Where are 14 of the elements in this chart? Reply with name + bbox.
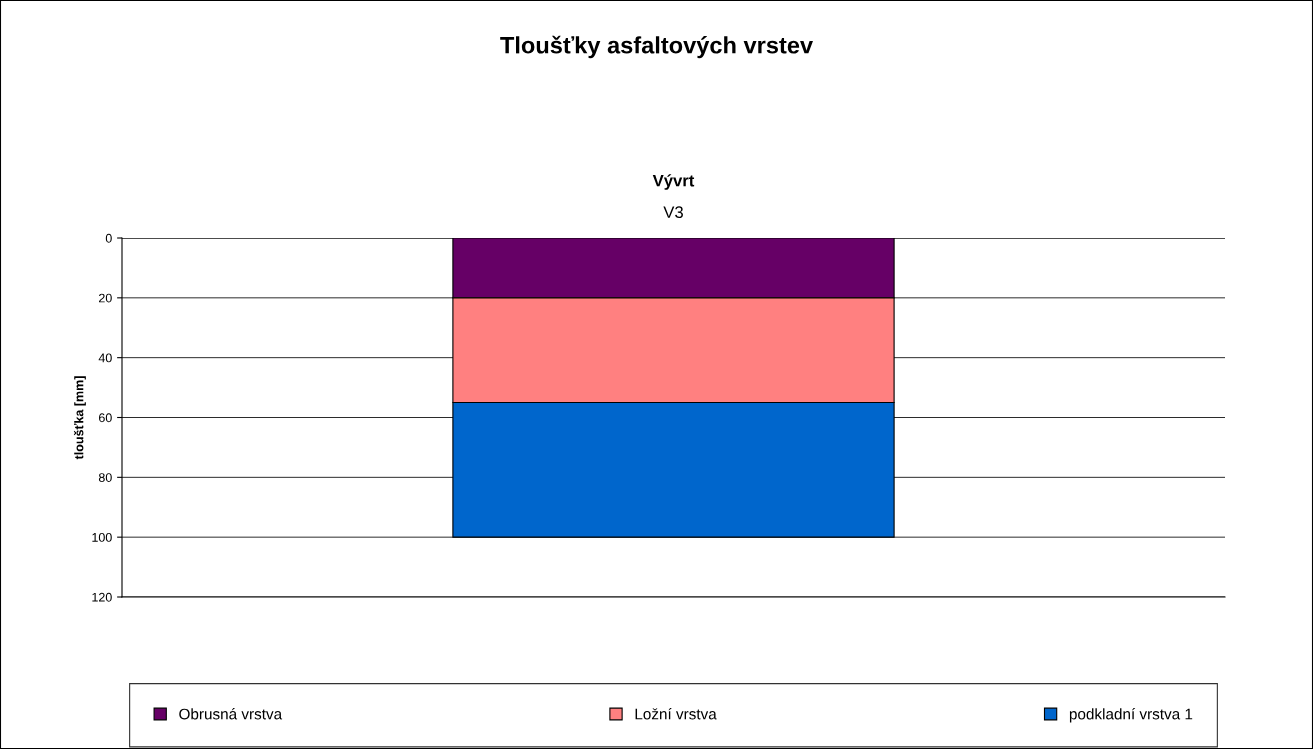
- y-tick-label: 40: [98, 353, 112, 363]
- y-tick-label: 0: [105, 233, 112, 243]
- chart-title: Tloušťky asfaltových vrstev: [500, 35, 813, 59]
- y-tick-label: 100: [92, 532, 112, 542]
- x-axis-title: Vývrt: [652, 174, 695, 190]
- y-tick-label: 120: [92, 592, 112, 602]
- x-tick-label: V3: [663, 206, 683, 219]
- y-tick-label: 80: [98, 473, 112, 482]
- y-tick-label: 60: [99, 413, 112, 423]
- legend-label: Obrusná vrstva: [179, 708, 283, 720]
- y-tick-label: 20: [99, 293, 112, 303]
- y-axis-title: tloušťka [mm]: [73, 376, 86, 460]
- legend-label: podkladní vrstva 1: [1069, 708, 1193, 723]
- legend-label: Ložní vrstva: [635, 708, 717, 720]
